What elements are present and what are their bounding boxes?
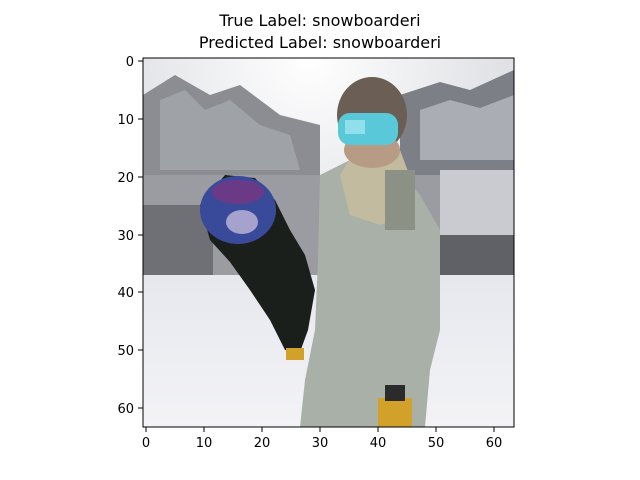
figure-title-predicted-label: Predicted Label: snowboarderi <box>198 33 442 52</box>
jacket-shadow <box>385 170 415 230</box>
mountain-left-snow <box>160 90 300 170</box>
x-tick-label: 0 <box>142 436 150 451</box>
x-axis: 0 10 20 30 40 50 60 <box>142 427 502 451</box>
glove-cuff <box>385 385 405 401</box>
x-tick-label: 10 <box>196 436 213 451</box>
y-tick-label: 60 <box>117 402 134 417</box>
axes-frame <box>142 57 515 428</box>
y-tick-label: 0 <box>126 55 134 70</box>
y-tick-label: 30 <box>117 229 134 244</box>
snowboard-top-purple <box>212 180 264 204</box>
x-tick-label: 50 <box>428 436 445 451</box>
glove <box>378 398 412 427</box>
snowboarder-image <box>143 58 514 427</box>
figure-title-true-label: True Label: snowboarderi <box>219 11 421 30</box>
y-axis: 0 10 20 30 40 50 60 <box>117 55 143 417</box>
y-tick-label: 10 <box>117 113 134 128</box>
snowboard-logo <box>226 210 258 234</box>
x-tick-label: 40 <box>370 436 387 451</box>
x-tick-label: 20 <box>254 436 271 451</box>
x-tick-label: 60 <box>486 436 503 451</box>
y-tick-label: 50 <box>117 344 134 359</box>
mountain-right-snow <box>420 95 514 160</box>
goggles-lens-highlight <box>345 120 365 134</box>
snowy-ridge-right <box>440 170 514 235</box>
board-binding <box>286 348 304 360</box>
x-tick-label: 30 <box>312 436 329 451</box>
y-tick-label: 40 <box>117 286 134 301</box>
y-tick-label: 20 <box>117 171 134 186</box>
